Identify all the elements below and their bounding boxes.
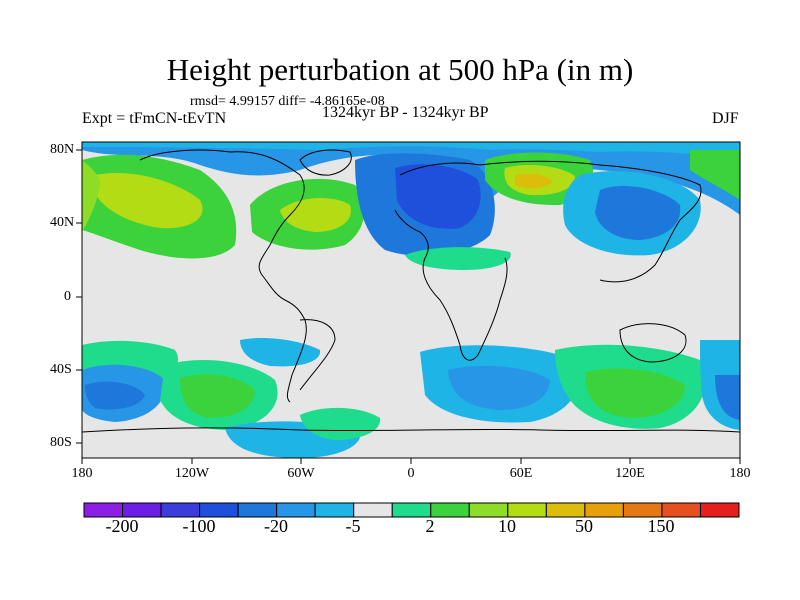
colorbar-box xyxy=(468,502,509,518)
colorbar-box xyxy=(507,502,547,518)
ytick-label-40s: 40S xyxy=(50,362,72,377)
colorbar-box xyxy=(622,502,663,518)
colorbar-box xyxy=(391,502,432,518)
europe-core xyxy=(395,164,481,229)
experiment-label: Expt = tFmCN-tEvTN xyxy=(82,110,227,127)
south-america-east xyxy=(299,319,336,391)
colorbar-box xyxy=(545,502,586,518)
colorbar-box xyxy=(699,502,740,518)
axis-ticks xyxy=(76,149,741,464)
colorbar-box xyxy=(353,502,393,518)
xtick-label-60e: 60E xyxy=(509,466,533,481)
colorbar-label-neg5: -5 xyxy=(345,516,361,536)
south-pacific-positive-core xyxy=(180,374,255,418)
stats-text: rmsd= 4.99157 diff= -4.86165e-08 xyxy=(190,94,385,109)
colorbar-box xyxy=(276,502,316,518)
east-asia-core xyxy=(595,185,681,240)
eurasia-coast xyxy=(399,160,702,283)
colorbar-label-10: 10 xyxy=(498,516,516,536)
se-pacific-core xyxy=(715,375,740,420)
colorbar-label-50: 50 xyxy=(575,516,593,536)
xtick-label-0: 0 xyxy=(407,466,415,481)
season-label: DJF xyxy=(712,110,739,127)
xtick-label-60w: 60W xyxy=(287,466,315,481)
ytick-label-0: 0 xyxy=(64,289,71,304)
mid-atlantic-positive xyxy=(405,247,511,270)
colorbar xyxy=(83,502,740,518)
xtick-label-120e: 120E xyxy=(615,466,645,481)
south-atlantic-core xyxy=(448,365,550,410)
ytick-label-80s: 80S xyxy=(50,435,72,450)
coastlines xyxy=(82,149,740,433)
nw-pacific-positive xyxy=(690,150,740,200)
plot-title: Height perturbation at 500 hPa (in m) xyxy=(166,52,634,87)
colorbar-box xyxy=(160,502,201,518)
siberia-core xyxy=(515,173,552,189)
colorbar-label-neg100: -100 xyxy=(182,516,216,536)
colorbar-box xyxy=(314,502,355,518)
colorbar-label-150: 150 xyxy=(647,516,675,536)
colorbar-label-neg20: -20 xyxy=(264,516,288,536)
ne-pacific-core xyxy=(96,172,203,229)
colorbar-box xyxy=(584,502,624,518)
colorbar-box xyxy=(83,502,124,518)
dateline-positive xyxy=(82,160,100,232)
ytick-label-80n: 80N xyxy=(50,142,75,157)
colorbar-label-2: 2 xyxy=(425,516,435,536)
africa-coast xyxy=(394,209,508,361)
colorbar-label-neg200: -200 xyxy=(105,516,139,536)
map-field xyxy=(82,142,740,458)
colorbar-box xyxy=(122,502,162,518)
antarctic-positive xyxy=(300,407,381,440)
xtick-label-120w: 120W xyxy=(174,466,210,481)
xtick-label-180w: 180 xyxy=(71,466,93,481)
australia-coast xyxy=(619,323,687,363)
greenland-coast xyxy=(299,149,352,176)
xtick-label-180e: 180 xyxy=(729,466,751,481)
s-america-negative xyxy=(240,338,321,367)
arctic-weak-band xyxy=(82,142,740,160)
americas-coast xyxy=(139,149,307,403)
colorbar-box xyxy=(237,502,278,518)
colorbar-box xyxy=(430,502,470,518)
indian-positive-core xyxy=(585,368,685,418)
south-pacific-core xyxy=(85,381,145,410)
ytick-label-40n: 40N xyxy=(50,215,75,230)
period-label: 1324kyr BP - 1324kyr BP xyxy=(322,104,489,121)
antarctica-coast xyxy=(82,427,740,433)
colorbar-box xyxy=(199,502,239,518)
colorbar-box xyxy=(661,502,701,518)
